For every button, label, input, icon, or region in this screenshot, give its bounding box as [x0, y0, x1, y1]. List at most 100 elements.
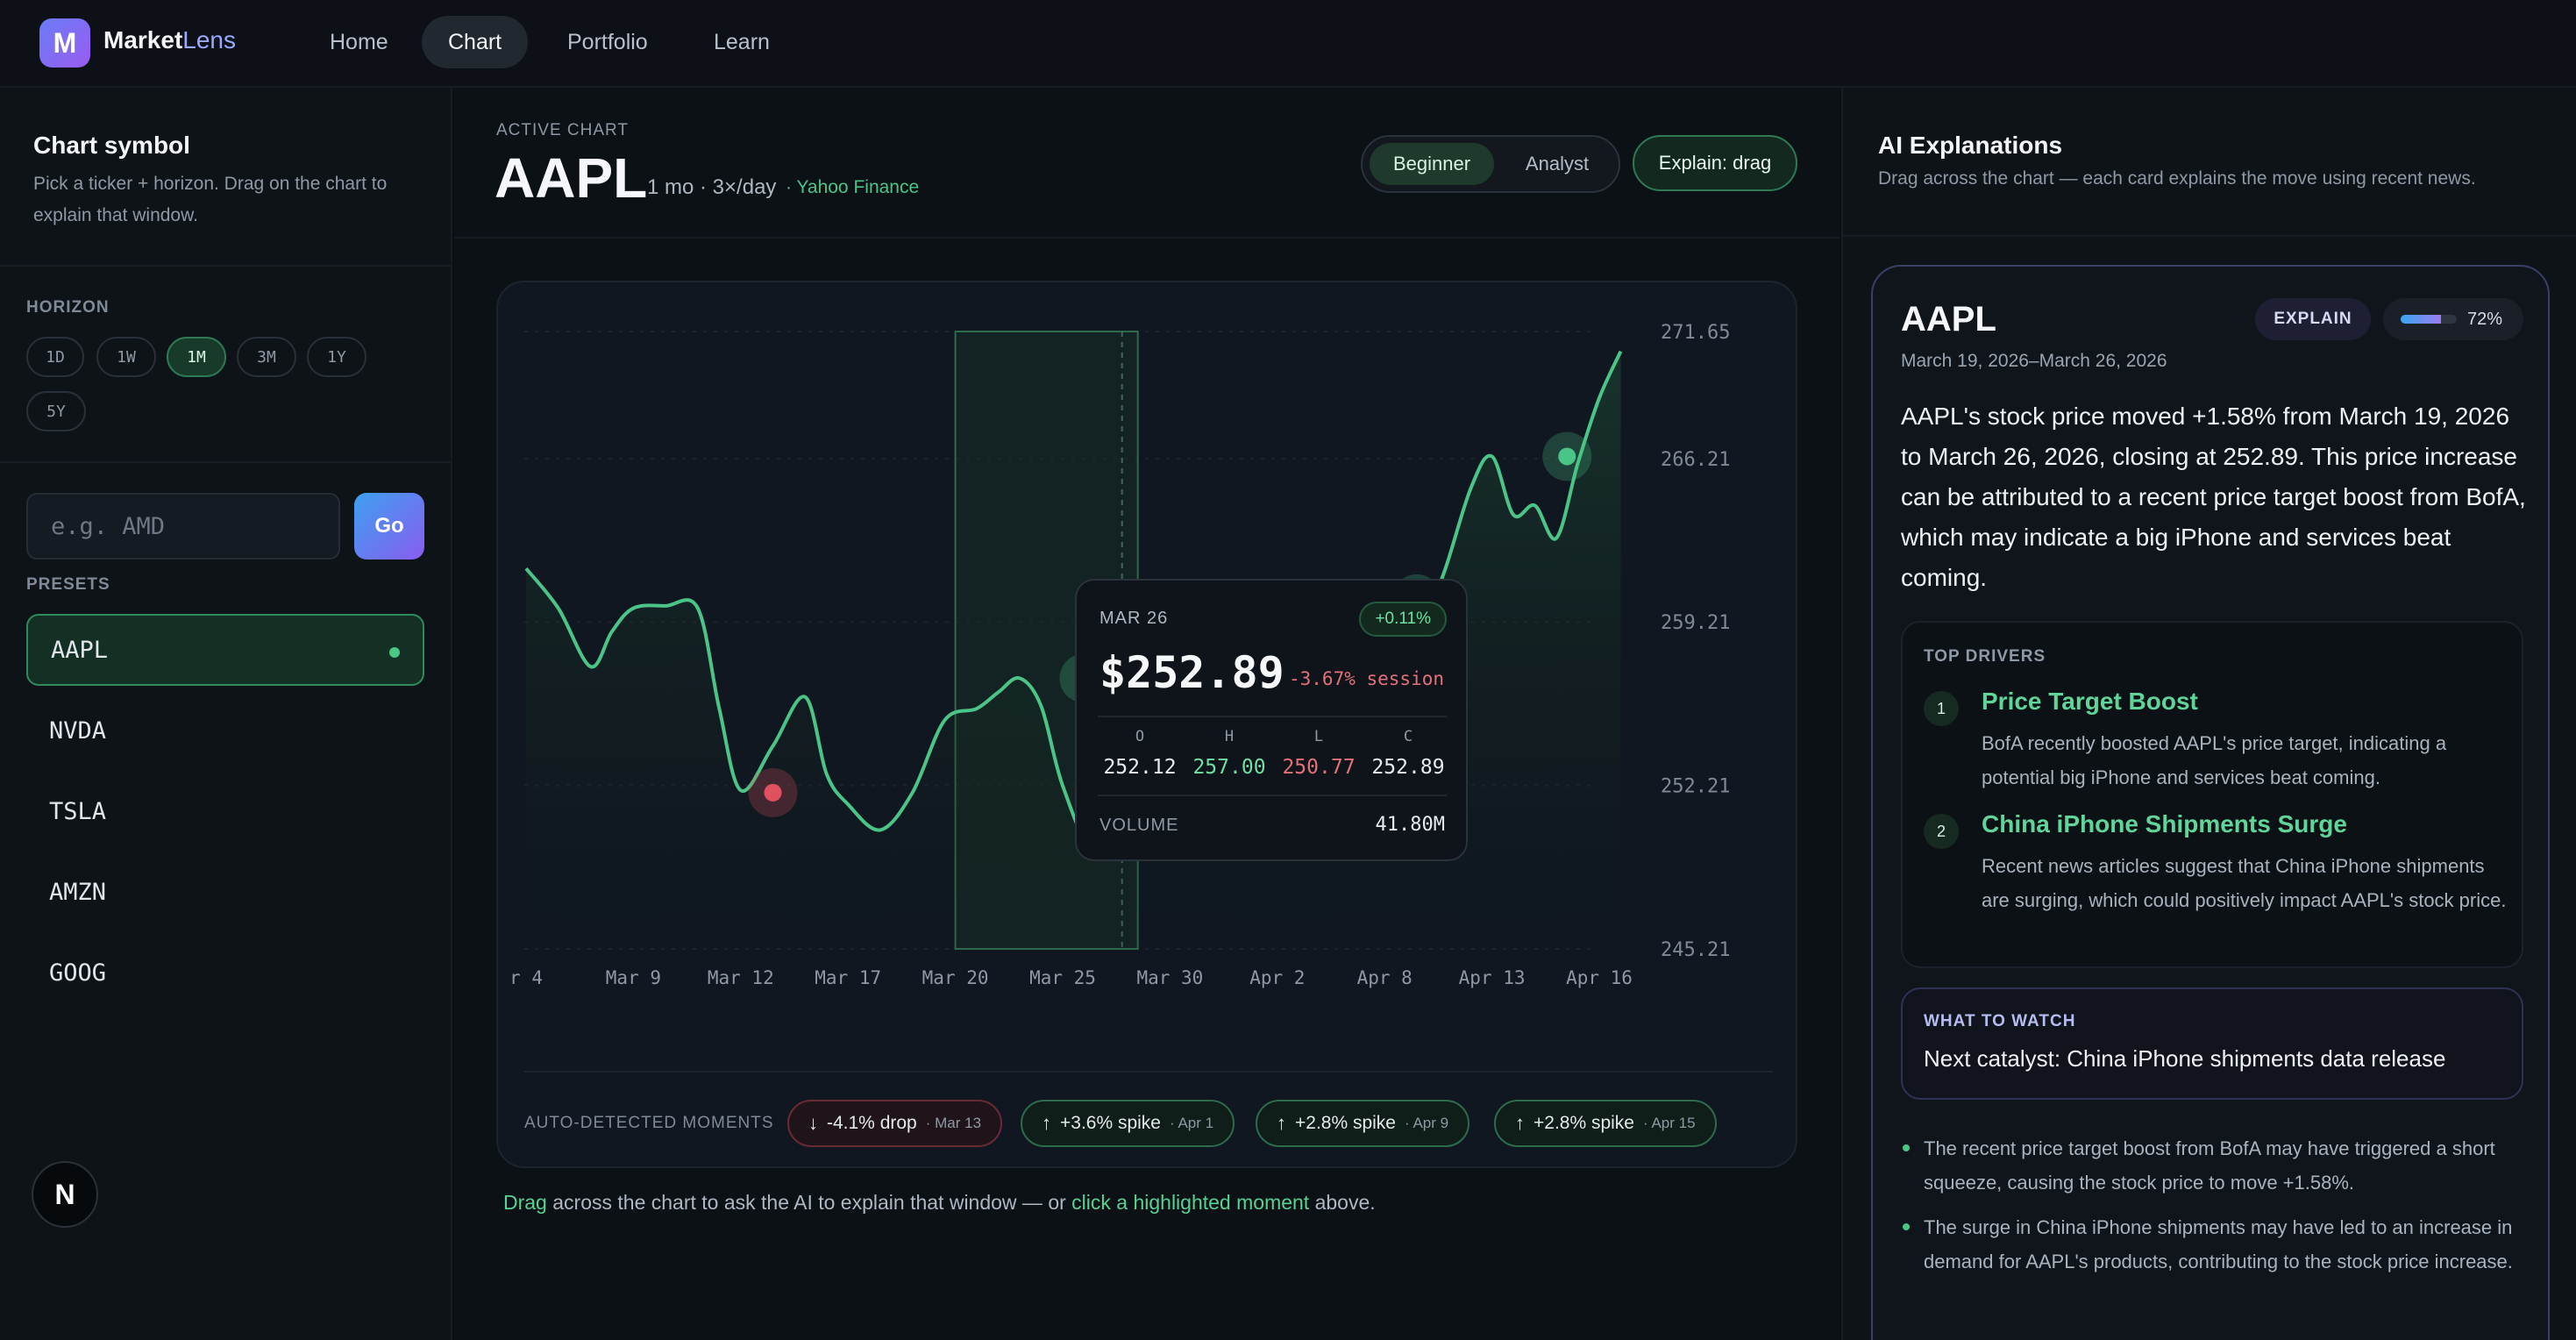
- divider: [1843, 235, 2576, 237]
- explain-drag-button[interactable]: Explain: drag: [1633, 135, 1797, 191]
- y-tick-label: 266.21: [1661, 449, 1730, 471]
- y-tick-label: 245.21: [1661, 939, 1730, 961]
- driver-description: BofA recently boosted AAPL's price targe…: [1982, 732, 2447, 788]
- divider: [0, 461, 452, 463]
- divider: [454, 237, 1839, 239]
- arrow-up-icon: ↑: [1042, 1112, 1051, 1134]
- moment-date: · Mar 13: [925, 1115, 982, 1131]
- nav-chart[interactable]: Chart: [422, 16, 529, 68]
- preset-tsla[interactable]: TSLA: [49, 797, 107, 825]
- spike-moment-marker: [1558, 447, 1576, 466]
- tooltip-change-badge: +0.11%: [1359, 602, 1447, 637]
- x-tick-label: Apr 2: [1249, 967, 1305, 988]
- confidence-text: 72%: [2467, 309, 2503, 329]
- horizon-1m[interactable]: 1M: [167, 337, 226, 377]
- chart-hint: Drag across the chart to ask the AI to e…: [503, 1191, 1376, 1215]
- horizon-5y[interactable]: 5Y: [26, 391, 86, 431]
- moment-date: · Apr 15: [1643, 1115, 1696, 1131]
- explanation-card[interactable]: AAPL March 19, 2026–March 26, 2026 EXPLA…: [1871, 265, 2550, 1340]
- n-logo-button[interactable]: N: [32, 1161, 98, 1228]
- nav-learn[interactable]: Learn: [714, 29, 770, 54]
- preset-aapl[interactable]: AAPL: [26, 614, 424, 686]
- bullet-text: The surge in China iPhone shipments may …: [1924, 1216, 2513, 1272]
- volume-label: VOLUME: [1099, 816, 1179, 835]
- app-logo[interactable]: M: [39, 18, 90, 68]
- ticker-search-input[interactable]: e.g. AMD: [26, 493, 340, 560]
- preset-goog[interactable]: GOOG: [49, 959, 107, 987]
- divider: [1098, 716, 1447, 717]
- moment-text: +2.8% spike: [1534, 1113, 1634, 1133]
- divider: [0, 265, 452, 267]
- bullet-dot-icon: [1903, 1144, 1910, 1151]
- explain-badge: EXPLAIN: [2255, 298, 2371, 340]
- preset-label: AAPL: [51, 636, 109, 664]
- mode-analyst[interactable]: Analyst: [1525, 153, 1590, 175]
- app-name-accent: Lens: [182, 26, 236, 53]
- x-tick-label: Mar 25: [1029, 967, 1096, 988]
- x-tick-label: Apr 16: [1566, 967, 1633, 988]
- preset-amzn[interactable]: AMZN: [49, 878, 107, 906]
- driver-number: 2: [1924, 814, 1959, 849]
- hint-drag: Drag: [503, 1191, 547, 1214]
- x-tick-label: Mar 20: [922, 967, 989, 988]
- auto-moments-bar: AUTO-DETECTED MOMENTS ↓ -4.1% drop · Mar…: [498, 1080, 1796, 1166]
- moment-text: -4.1% drop: [827, 1113, 917, 1133]
- driver-title: Price Target Boost: [1982, 688, 2198, 715]
- what-to-watch: WHAT TO WATCH Next catalyst: China iPhon…: [1901, 987, 2523, 1100]
- confidence-track: [2401, 315, 2457, 324]
- hint-moment-link[interactable]: click a highlighted moment: [1071, 1191, 1310, 1214]
- top-nav: M MarketLens Home Chart Portfolio Learn: [0, 0, 2576, 88]
- panel-subtitle: Drag across the chart — each card explai…: [1878, 168, 2476, 189]
- moment-chip-spike[interactable]: ↑ +3.6% spike · Apr 1: [1021, 1100, 1235, 1147]
- data-source: · Yahoo Finance: [786, 177, 920, 197]
- x-tick-label: Mar 17: [815, 967, 881, 988]
- app-name: MarketLens: [103, 26, 236, 54]
- hint-text-end: above.: [1309, 1191, 1376, 1214]
- x-tick-label: Mar 12: [708, 967, 774, 988]
- nav-portfolio[interactable]: Portfolio: [567, 29, 648, 54]
- y-tick-label: 271.65: [1661, 322, 1730, 344]
- horizon-3m[interactable]: 3M: [237, 337, 296, 377]
- drivers-label: TOP DRIVERS: [1924, 647, 2046, 666]
- sidebar-title: Chart symbol: [33, 132, 190, 159]
- explanation-bullets: The recent price target boost from BofA …: [1901, 1131, 2532, 1289]
- horizon-1y[interactable]: 1Y: [307, 337, 366, 377]
- ohlc-value: 257.00: [1192, 756, 1266, 779]
- arrow-up-icon: ↑: [1515, 1112, 1525, 1134]
- watch-label: WHAT TO WATCH: [1924, 1012, 2076, 1030]
- moment-chip-drop[interactable]: ↓ -4.1% drop · Mar 13: [787, 1100, 1003, 1147]
- ohlc-key: L: [1313, 728, 1324, 745]
- confidence-meter: 72%: [2383, 298, 2523, 340]
- ohlc-key: O: [1135, 728, 1145, 745]
- horizon-label: HORIZON: [26, 298, 110, 317]
- nav-home[interactable]: Home: [330, 29, 388, 54]
- presets-label: PRESETS: [26, 575, 110, 594]
- app-name-main: Market: [103, 26, 183, 53]
- mode-beginner[interactable]: Beginner: [1370, 143, 1494, 185]
- moment-chip-spike[interactable]: ↑ +2.8% spike · Apr 9: [1256, 1100, 1470, 1147]
- ohlc-value: 250.77: [1282, 756, 1356, 779]
- symbol-sidebar: Chart symbol Pick a ticker + horizon. Dr…: [0, 88, 452, 1340]
- ohlc-open: O 252.12: [1098, 728, 1182, 779]
- ohlc-key: H: [1224, 728, 1235, 745]
- chart-panel: ACTIVE CHART AAPL 1 mo · 3×/day · Yahoo …: [454, 88, 1839, 1340]
- moment-text: +3.6% spike: [1060, 1113, 1161, 1133]
- x-tick-label: Apr 13: [1459, 967, 1526, 988]
- watch-text: Next catalyst: China iPhone shipments da…: [1924, 1045, 2446, 1072]
- horizon-1w[interactable]: 1W: [96, 337, 156, 377]
- horizon-1d[interactable]: 1D: [26, 337, 84, 377]
- top-drivers: TOP DRIVERS 1 Price Target Boost BofA re…: [1901, 621, 2523, 968]
- driver-number: 1: [1924, 691, 1959, 726]
- active-chart-label: ACTIVE CHART: [496, 121, 630, 139]
- ohlc-close: C 252.89: [1366, 728, 1450, 779]
- x-tick-label: Mar 30: [1136, 967, 1203, 988]
- moment-chip-spike[interactable]: ↑ +2.8% spike · Apr 15: [1494, 1100, 1717, 1147]
- go-button[interactable]: Go: [354, 493, 424, 560]
- card-ticker: AAPL: [1901, 300, 1996, 339]
- chart-ticker: AAPL: [495, 146, 648, 210]
- volume-value: 41.80M: [1375, 814, 1445, 836]
- moment-date: · Apr 1: [1170, 1115, 1214, 1131]
- bullet-item: The surge in China iPhone shipments may …: [1901, 1210, 2532, 1279]
- preset-nvda[interactable]: NVDA: [49, 716, 107, 745]
- ohlc-value: 252.12: [1103, 756, 1177, 779]
